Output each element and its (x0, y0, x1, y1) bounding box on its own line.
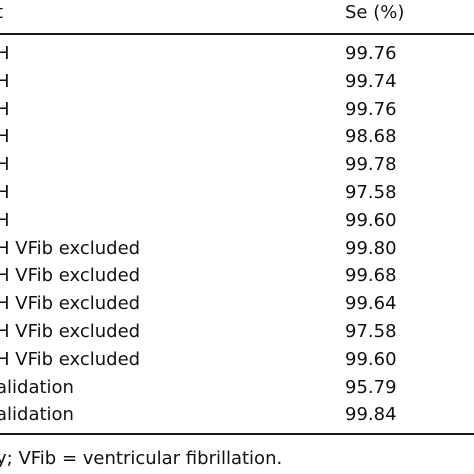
row-label: H (0, 98, 10, 120)
row-value: 97.58 (345, 320, 397, 342)
table-row: H VFib excluded 99.60 (0, 346, 474, 374)
table-row: H 99.78 (0, 151, 474, 179)
table-row: alidation 95.79 (0, 374, 474, 402)
row-value: 99.60 (345, 348, 397, 370)
row-value: 98.68 (345, 126, 397, 148)
table-row: alidation 99.84 (0, 401, 474, 429)
header-rule (0, 33, 474, 35)
row-label: alidation (0, 376, 74, 398)
row-value: 99.64 (345, 293, 397, 315)
row-value: 99.78 (345, 154, 397, 176)
row-label: H VFib excluded (0, 320, 141, 342)
row-value: 99.68 (345, 265, 397, 287)
row-label: H (0, 126, 10, 148)
table-row: H 97.58 (0, 179, 474, 207)
row-label: H VFib excluded (0, 265, 141, 287)
row-label: H VFib excluded (0, 237, 141, 259)
row-value: 99.80 (345, 237, 397, 259)
row-value: 99.76 (345, 43, 397, 64)
table-row: H 98.68 (0, 123, 474, 151)
table-row: H 99.60 (0, 207, 474, 235)
row-value: 97.58 (345, 181, 397, 203)
row-value: 99.60 (345, 209, 397, 231)
table-row: H VFib excluded 97.58 (0, 318, 474, 346)
table-footnote: y; VFib = ventricular fibrillation. (0, 448, 283, 469)
column-header-left: t (0, 0, 3, 26)
row-label: H VFib excluded (0, 348, 141, 370)
row-label: H (0, 181, 10, 203)
table-row: H VFib excluded 99.68 (0, 262, 474, 290)
footer-rule (0, 433, 474, 435)
table-row: H 99.76 (0, 40, 474, 68)
row-label: H (0, 43, 10, 64)
column-header-sensitivity: Se (%) (345, 2, 405, 23)
row-value: 99.76 (345, 98, 397, 120)
table-row: H 99.76 (0, 96, 474, 124)
row-value: 95.79 (345, 376, 397, 398)
row-label: H (0, 70, 10, 92)
row-value: 99.84 (345, 404, 397, 426)
row-label: alidation (0, 404, 74, 426)
table-row: H 99.74 (0, 68, 474, 96)
row-label: H (0, 209, 10, 231)
table-row: H VFib excluded 99.64 (0, 290, 474, 318)
row-label: H (0, 154, 10, 176)
row-label: H VFib excluded (0, 293, 141, 315)
table-body: H 99.76 H 99.74 H 99.76 H 98.68 H 99.78 … (0, 40, 474, 429)
row-value: 99.74 (345, 70, 397, 92)
table-row: H VFib excluded 99.80 (0, 235, 474, 263)
